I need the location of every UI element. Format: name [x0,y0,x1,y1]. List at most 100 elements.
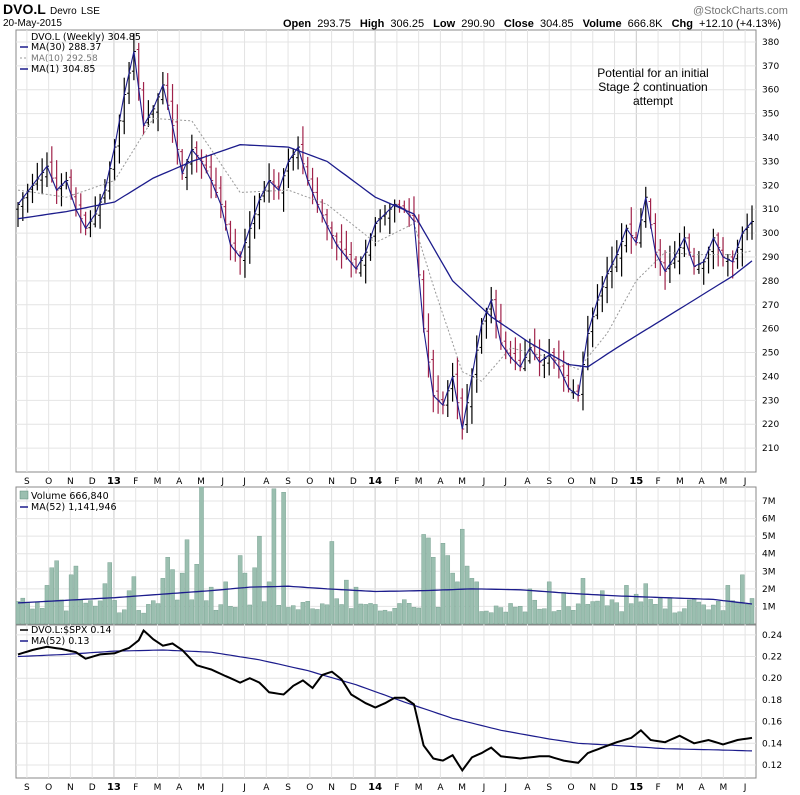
month-label-bottom: S [546,783,552,793]
low-value: 290.90 [461,18,495,30]
volume-bar [609,599,615,625]
month-label-bottom: M [415,783,423,793]
volume-bars [15,486,755,625]
exchange-name: LSE [81,6,100,17]
volume-tick-label: 7M [762,497,776,507]
price-tick-label: 210 [762,444,779,454]
month-label-bottom: M [154,783,162,793]
month-label-top: M [415,477,423,487]
close-label: Close [504,18,534,30]
volume-bar [363,604,368,625]
month-label-top: J [220,477,224,487]
volume-legend: Volume 666,840 MA(52) 1,141,946 [19,490,117,513]
volume-bar [310,608,315,625]
ma10-line [17,117,753,382]
legend-price: DVO.L (Weekly) 304.85 [31,32,141,43]
volume-bar [493,605,499,625]
month-label-bottom: J [743,783,747,793]
volume-bar [691,599,697,625]
month-label-bottom: A [524,783,531,793]
month-label-top: A [263,477,270,487]
volume-bar [266,581,272,625]
price-series [16,33,754,440]
volume-bar [30,608,35,625]
price-tick-label: 300 [762,229,779,239]
price-panel-frame [15,29,757,473]
open-value: 293.75 [317,18,351,30]
volume-bar [489,612,494,625]
volume-bar [575,603,581,625]
month-label-top: N [328,477,335,487]
month-label-top: S [24,477,30,487]
month-label-top: O [306,477,313,487]
volume-bar [740,574,745,625]
volume-bar [643,583,648,625]
volume-bar [208,586,214,625]
month-label-bottom: A [176,783,183,793]
volume-bar [624,585,629,625]
month-label-bottom: F [394,783,399,793]
volume-bar [387,611,393,625]
volume-bar [353,586,359,625]
volume-bar [223,581,228,625]
volume-bar [286,607,291,625]
price-tick-label: 360 [762,86,779,96]
ma1-line [17,51,753,430]
volume-bar [677,611,682,625]
volume-bar [532,599,537,625]
month-label-bottom: A [263,783,270,793]
volume-bar [711,604,716,625]
month-label-top: A [437,477,444,487]
volume-bar [667,597,673,625]
month-label-top: J [503,477,507,487]
month-label-top: D [611,477,618,487]
volume-bar [474,581,479,625]
volume-bar [513,606,518,625]
ratio-tick-label: 0.18 [762,696,782,706]
volume-bar [426,537,431,625]
month-label-bottom: M [458,783,466,793]
ratio-tick-label: 0.14 [762,739,782,749]
ratio-tick-label: 0.16 [762,718,782,728]
volume-bar [146,604,151,625]
volume-bar [585,604,591,625]
legend-volume-swatch [19,490,29,500]
volume-bar [368,603,373,625]
ma30-line [17,144,753,368]
month-label-bottom: J [503,783,507,793]
price-tick-label: 340 [762,134,779,144]
volume-bar [556,610,562,625]
month-label-bottom: J [482,783,486,793]
volume-bar [406,603,412,625]
volume-bar [319,603,325,625]
volume-bar [546,581,552,625]
chart-annotation: Potential for an initial Stage 2 continu… [597,66,708,108]
price-tick-label: 330 [762,157,779,167]
month-label-top: F [655,477,660,487]
volume-bar [102,583,108,625]
volume-tick-label: 4M [762,550,776,560]
volume-bar [73,565,79,625]
volume-bar [141,612,146,625]
chg-label: Chg [672,18,693,30]
volume-bar [571,610,576,625]
volume-bar [194,564,199,625]
volume-bar [39,608,45,625]
month-label-top: 13 [107,476,121,487]
ratio-tick-label: 0.12 [762,761,782,771]
volume-bar [421,534,426,625]
volume-bar [64,610,69,625]
volume-bar [706,609,711,625]
volume-bar [170,569,175,625]
ratio-panel-frame [15,623,757,779]
volume-bar [233,607,238,625]
volume-bar [175,599,180,625]
volume-bar [479,611,484,625]
grid-layer [16,30,756,778]
volume-bar [600,590,605,625]
volume-bar [730,600,735,625]
annotation-line-2: Stage 2 continuation [598,80,707,94]
volume-bar [97,600,103,625]
volume-bar [300,602,306,625]
volume-bar [179,572,185,625]
